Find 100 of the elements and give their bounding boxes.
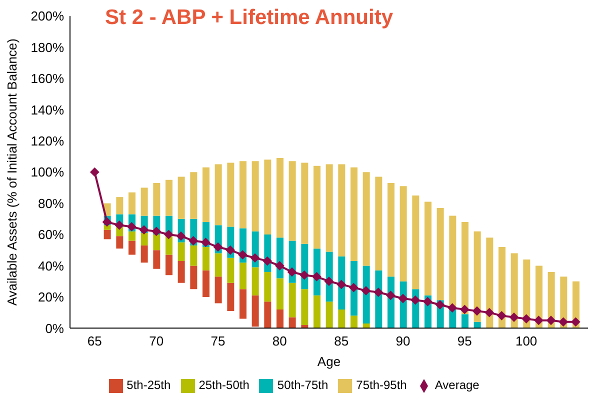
point bbox=[423, 297, 432, 306]
bar bbox=[350, 316, 358, 328]
bar bbox=[190, 172, 198, 219]
bar bbox=[350, 167, 358, 262]
bar bbox=[202, 247, 210, 270]
point bbox=[176, 232, 186, 241]
bar bbox=[128, 240, 136, 255]
bar bbox=[276, 309, 284, 328]
point bbox=[522, 314, 531, 324]
point bbox=[288, 267, 296, 276]
point bbox=[546, 316, 556, 325]
bar bbox=[252, 295, 259, 327]
bar bbox=[264, 272, 272, 302]
point bbox=[127, 222, 136, 232]
point bbox=[510, 312, 518, 322]
y-tick-label: 120% bbox=[30, 133, 64, 148]
point bbox=[324, 276, 334, 286]
bar bbox=[227, 258, 234, 283]
point bbox=[398, 294, 408, 304]
point bbox=[262, 256, 272, 266]
bar bbox=[449, 216, 456, 308]
bar bbox=[178, 176, 185, 219]
legend-label: 50th-75th bbox=[277, 378, 328, 392]
point bbox=[374, 288, 383, 297]
point bbox=[226, 246, 235, 255]
bar bbox=[214, 164, 222, 226]
bar bbox=[264, 160, 272, 235]
bar bbox=[140, 245, 148, 263]
bar bbox=[128, 192, 136, 214]
bar bbox=[104, 230, 111, 240]
point bbox=[336, 280, 346, 289]
point bbox=[250, 253, 260, 262]
point bbox=[534, 316, 544, 325]
y-tick-label: 20% bbox=[38, 290, 64, 305]
point bbox=[164, 230, 174, 240]
x-tick-label: 75 bbox=[210, 333, 226, 348]
bar bbox=[140, 232, 148, 246]
bar bbox=[178, 242, 185, 262]
point bbox=[275, 261, 284, 270]
y-tick-label: 200% bbox=[30, 8, 64, 24]
bar bbox=[252, 267, 259, 296]
y-tick-label: 180% bbox=[30, 40, 64, 55]
bar bbox=[214, 253, 222, 277]
bar bbox=[362, 266, 370, 324]
x-tick-label: 85 bbox=[334, 333, 349, 348]
point bbox=[300, 270, 309, 280]
point bbox=[201, 238, 210, 247]
bar bbox=[314, 166, 320, 249]
point bbox=[349, 283, 358, 292]
bar bbox=[388, 183, 394, 277]
bar bbox=[436, 208, 444, 300]
bar bbox=[166, 236, 172, 255]
bar bbox=[412, 196, 420, 290]
bar bbox=[424, 202, 432, 296]
bar bbox=[153, 183, 160, 216]
chart-title: St 2 - ABP + Lifetime Annuity bbox=[105, 6, 394, 30]
bar bbox=[264, 302, 272, 328]
bar bbox=[326, 302, 333, 328]
point bbox=[90, 168, 100, 177]
y-tick-label: 0% bbox=[45, 320, 64, 336]
bar bbox=[202, 167, 210, 222]
point bbox=[312, 272, 322, 282]
bar bbox=[116, 197, 124, 214]
x-axis-title: Age bbox=[317, 354, 341, 370]
point bbox=[114, 220, 124, 230]
point bbox=[410, 296, 420, 305]
y-tick-label: 60% bbox=[38, 227, 64, 242]
bar bbox=[523, 259, 530, 328]
legend-label: 5th-25th bbox=[126, 378, 171, 392]
bar bbox=[314, 295, 320, 328]
bar bbox=[326, 164, 333, 252]
bar bbox=[301, 162, 308, 244]
bar bbox=[190, 266, 198, 290]
x-tick-label: 100 bbox=[515, 333, 538, 348]
point bbox=[484, 308, 494, 318]
y-tick-label: 160% bbox=[30, 71, 64, 86]
x-tick-label: 80 bbox=[272, 333, 287, 348]
y-tick-label: 80% bbox=[38, 196, 64, 211]
bar bbox=[536, 266, 542, 328]
point bbox=[214, 242, 222, 252]
point bbox=[558, 317, 568, 326]
point bbox=[448, 303, 457, 312]
bar bbox=[140, 188, 148, 216]
bar bbox=[128, 231, 136, 241]
point bbox=[188, 236, 198, 246]
bar bbox=[214, 276, 222, 304]
bar bbox=[166, 180, 172, 216]
y-tick-label: 140% bbox=[30, 102, 64, 118]
bar bbox=[498, 247, 506, 328]
bar bbox=[288, 282, 296, 318]
bar bbox=[486, 238, 494, 328]
bar bbox=[240, 262, 246, 290]
point bbox=[152, 226, 161, 236]
bar bbox=[400, 186, 407, 282]
x-tick-label: 65 bbox=[87, 333, 102, 348]
bar bbox=[202, 270, 210, 297]
bar bbox=[474, 231, 481, 322]
point bbox=[238, 250, 248, 260]
bar bbox=[276, 158, 284, 238]
bar bbox=[190, 245, 198, 266]
